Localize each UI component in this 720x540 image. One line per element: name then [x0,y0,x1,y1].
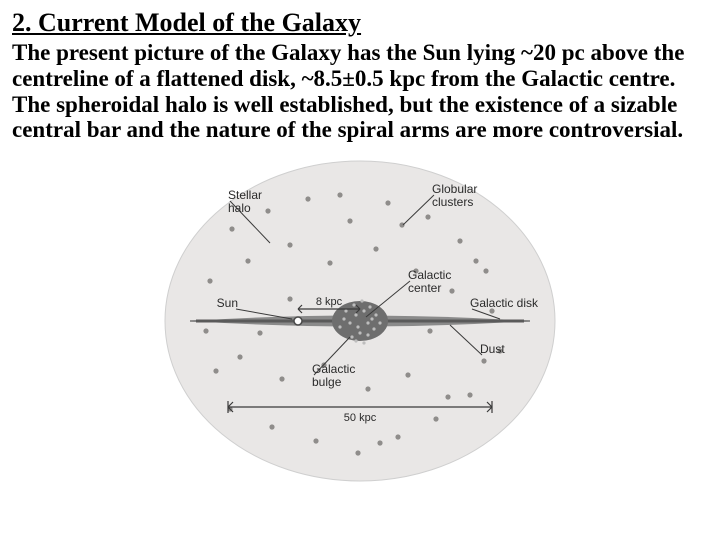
section-paragraph: The present picture of the Galaxy has th… [12,40,708,143]
svg-text:Sun: Sun [217,296,238,310]
svg-text:Dust: Dust [480,342,505,356]
svg-text:Globular: Globular [432,182,477,196]
section-heading: 2. Current Model of the Galaxy [12,8,708,38]
svg-text:center: center [408,281,441,295]
sun-marker [294,317,302,325]
svg-text:clusters: clusters [432,195,473,209]
svg-text:Stellar: Stellar [228,188,262,202]
svg-text:Galactic disk: Galactic disk [470,296,539,310]
svg-text:8 kpc: 8 kpc [316,296,343,308]
svg-text:Galactic: Galactic [408,268,451,282]
svg-text:bulge: bulge [312,375,342,389]
svg-text:Galactic: Galactic [312,362,355,376]
svg-text:50 kpc: 50 kpc [344,412,377,424]
svg-text:halo: halo [228,201,251,215]
galaxy-diagram: 8 kpc 50 kpc Stellarhalo Globularclusters Su… [140,151,580,491]
galaxy-diagram-container: 8 kpc 50 kpc Stellarhalo Globularclusters Su… [12,151,708,491]
